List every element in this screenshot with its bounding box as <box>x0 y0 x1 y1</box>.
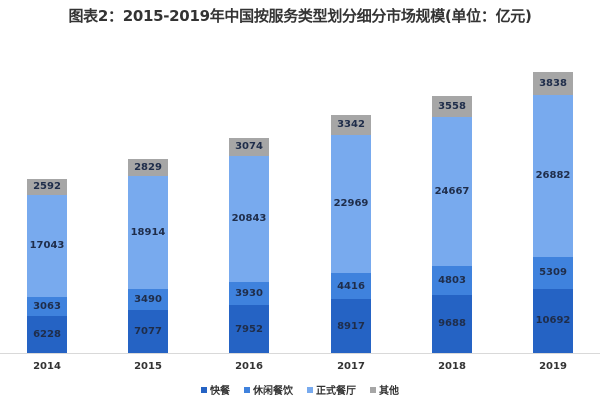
legend-item: 快餐 <box>201 382 230 397</box>
bar-segment: 18914 <box>128 175 168 290</box>
legend-label: 正式餐厅 <box>316 386 356 397</box>
bar-segment: 3838 <box>533 72 573 96</box>
bar-segment: 8917 <box>331 299 371 353</box>
bar-segment: 4416 <box>331 272 371 300</box>
bar-segment: 2592 <box>27 179 67 195</box>
bar-segment: 3074 <box>229 137 269 157</box>
legend-item: 休闲餐饮 <box>244 382 293 397</box>
bar-segment: 5309 <box>533 256 573 289</box>
legend-item: 其他 <box>370 382 399 397</box>
legend-label: 其他 <box>379 386 399 397</box>
legend-swatch-icon <box>244 386 250 393</box>
legend-swatch-icon <box>201 386 207 393</box>
bar-segment: 9688 <box>432 294 472 353</box>
legend-item: 正式餐厅 <box>307 382 356 397</box>
x-tick-label: 2019 <box>539 361 567 372</box>
legend-swatch-icon <box>370 386 376 393</box>
bar-segment: 10692 <box>533 288 573 353</box>
x-tick-label: 2018 <box>438 361 466 372</box>
x-tick-label: 2017 <box>337 361 365 372</box>
bar-segment: 3063 <box>27 297 67 316</box>
x-axis-line <box>0 353 600 354</box>
legend-swatch-icon <box>307 386 313 393</box>
bar-segment: 3490 <box>128 289 168 311</box>
bar-segment: 6228 <box>27 315 67 353</box>
bar-segment: 17043 <box>27 194 67 298</box>
legend-label: 快餐 <box>210 386 230 397</box>
bar-segment: 22969 <box>331 134 371 273</box>
bar-segment: 7952 <box>229 305 269 353</box>
bar-segment: 3342 <box>331 114 371 135</box>
bar-segment: 7077 <box>128 310 168 353</box>
x-tick-label: 2015 <box>134 361 162 372</box>
bar-segment: 3558 <box>432 96 472 118</box>
legend: 快餐 休闲餐饮 正式餐厅 其他 <box>0 382 600 397</box>
bar-segment: 2829 <box>128 158 168 176</box>
bar-segment: 3930 <box>229 281 269 306</box>
bar-segment: 20843 <box>229 156 269 282</box>
bar-segment: 26882 <box>533 95 573 257</box>
legend-label: 休闲餐饮 <box>253 386 293 397</box>
bar-segment: 24667 <box>432 117 472 266</box>
bar-segment: 4803 <box>432 265 472 295</box>
x-tick-label: 2016 <box>235 361 263 372</box>
x-tick-label: 2014 <box>33 361 61 372</box>
chart-title: 图表2：2015-2019年中国按服务类型划分细分市场规模(单位：亿元) <box>68 7 532 25</box>
